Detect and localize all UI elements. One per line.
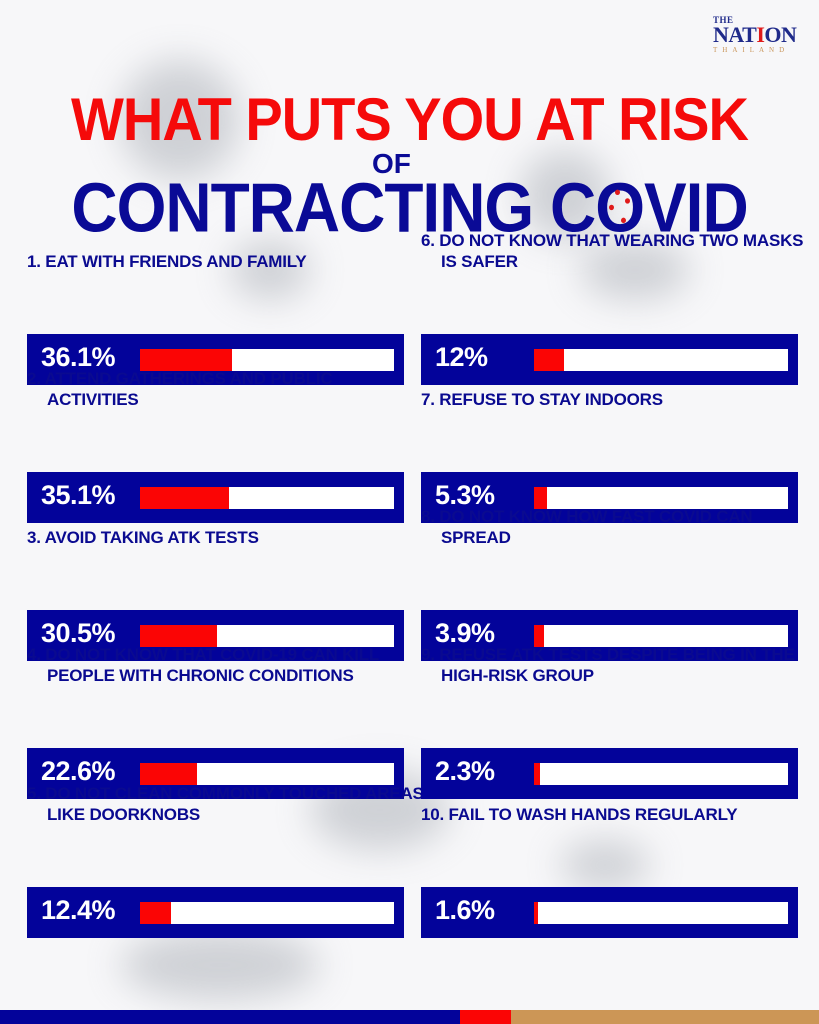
percent-value: 1.6% <box>435 895 495 925</box>
risk-label: 5. DO NOT CLEAN COMMONLY TOUCHED AREAS L… <box>27 784 424 824</box>
risk-label: 10. FAIL TO WASH HANDS REGULARLY <box>421 805 738 824</box>
background-virus-blob <box>120 930 320 1000</box>
background-virus-blob <box>230 240 310 300</box>
bar-fill <box>140 487 230 509</box>
bar-fill <box>534 902 539 924</box>
percent-value: 36.1% <box>41 342 116 372</box>
logo-the: THE <box>713 15 734 25</box>
title-line-1: WHAT PUTS YOU AT RISK <box>71 85 749 154</box>
title-line-3: CONTRACTING CO VID <box>71 169 748 247</box>
risk-label: 1. EAT WITH FRIENDS AND FAMILY <box>27 252 307 271</box>
bar-fill <box>534 349 565 371</box>
bar-box: 3.9% <box>421 610 798 661</box>
bar-track <box>140 763 394 785</box>
percent-value: 12.4% <box>41 895 116 925</box>
risk-label: 8. DO NOT KNOW HOW FAST COVID CAN SPREAD <box>421 507 753 547</box>
percent-value: 35.1% <box>41 480 116 510</box>
bar-box: 5.3% <box>421 472 798 523</box>
percent-value: 5.3% <box>435 480 495 510</box>
percent-value: 2.3% <box>435 756 495 786</box>
bar-track <box>534 625 788 647</box>
background-virus-blob <box>580 240 690 300</box>
bar-box: 1.6% <box>421 887 798 938</box>
bar-track <box>534 487 788 509</box>
bar-box: 12.4% <box>27 887 404 938</box>
nation-thailand-logo: THE NATION THAILAND <box>713 15 797 54</box>
bar-fill <box>140 349 232 371</box>
bar-box: 36.1% <box>27 334 404 385</box>
bar-box: 2.3% <box>421 748 798 799</box>
bar-fill <box>534 763 540 785</box>
bar-track <box>140 902 394 924</box>
background-virus-blob <box>120 60 240 180</box>
footer-strip-blue <box>0 1010 460 1024</box>
bar-track <box>534 763 788 785</box>
virus-o-icon: O <box>595 169 645 247</box>
bar-track <box>534 349 788 371</box>
bar-box: 35.1% <box>27 472 404 523</box>
bar-fill <box>534 625 544 647</box>
risk-label: 6. DO NOT KNOW THAT WEARING TWO MASKS IS… <box>421 231 804 271</box>
bar-track <box>534 902 788 924</box>
bar-fill <box>534 487 548 509</box>
risk-label: 2. ATTEND GATHERINGS AND PUBLIC ACTIVITI… <box>27 369 333 409</box>
percent-value: 30.5% <box>41 618 116 648</box>
bar-box: 12% <box>421 334 798 385</box>
percent-value: 12% <box>435 342 488 372</box>
background-virus-blob <box>560 840 650 890</box>
footer-strip-red <box>460 1010 511 1024</box>
percent-value: 22.6% <box>41 756 116 786</box>
risk-label: 4. DO NOT KNOW THAT COVID-19 CAN KILL PE… <box>27 645 379 685</box>
bar-fill <box>140 763 198 785</box>
bar-fill <box>140 902 172 924</box>
percent-value: 3.9% <box>435 618 495 648</box>
bar-box: 22.6% <box>27 748 404 799</box>
background-virus-blob <box>520 150 610 240</box>
bar-track <box>140 487 394 509</box>
bar-box: 30.5% <box>27 610 404 661</box>
title-line-2: OF <box>372 148 411 179</box>
bar-track <box>140 625 394 647</box>
bar-fill <box>140 625 218 647</box>
risk-label: 9. REFUSE ATK TESTS DESPITE BEING IN THE… <box>421 645 795 685</box>
risk-label: 7. REFUSE TO STAY INDOORS <box>421 390 663 409</box>
logo-nation: NATION <box>713 22 797 47</box>
risk-label: 3. AVOID TAKING ATK TESTS <box>27 528 259 547</box>
logo-thailand: THAILAND <box>713 46 790 54</box>
footer-strip-tan <box>511 1010 819 1024</box>
bar-track <box>140 349 394 371</box>
